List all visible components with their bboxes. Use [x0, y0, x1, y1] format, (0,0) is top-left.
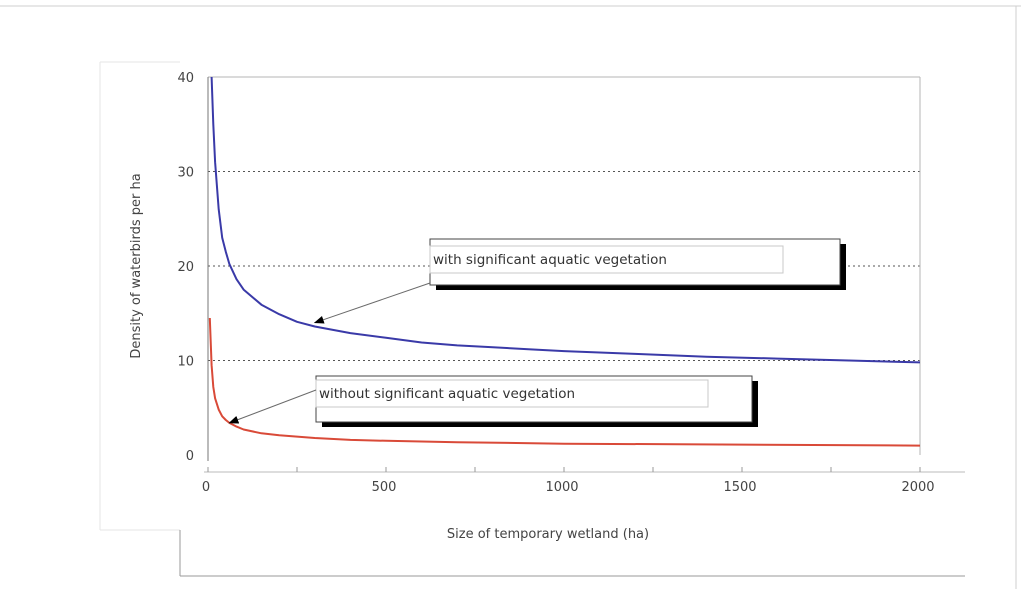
annotation-label: without significant aquatic vegetation — [319, 386, 575, 402]
y-axis-title: Density of waterbirds per ha — [129, 173, 144, 358]
series-line-with-vegetation — [210, 76, 921, 364]
y-tick-label: 40 — [177, 71, 194, 86]
x-tick-label: 1000 — [545, 480, 578, 495]
y-tick-label: 30 — [177, 166, 194, 181]
annotation-label: with significant aquatic vegetation — [433, 252, 667, 268]
axes — [204, 76, 965, 473]
annotation-arrow — [228, 389, 317, 424]
annotation-inner-box — [315, 379, 709, 408]
tick-labels: 0 10 20 30 40 0 500 1000 1500 2000 — [177, 71, 934, 495]
x-axis-title: Size of temporary wetland (ha) — [447, 527, 649, 542]
series-lines — [208, 76, 921, 447]
annotation-without-vegetation: without significant aquatic vegetation — [228, 375, 758, 427]
y-tick-label: 0 — [186, 449, 194, 464]
grid-lines — [208, 76, 920, 361]
x-tick-label: 1500 — [723, 480, 756, 495]
x-tick-label: 2000 — [901, 480, 934, 495]
x-tick-label: 500 — [372, 480, 397, 495]
annotation-arrow — [313, 282, 431, 324]
y-tick-label: 10 — [177, 355, 194, 370]
x-tick-label: 0 — [202, 480, 210, 495]
annotation-with-vegetation: with significant aquatic vegetation — [313, 238, 846, 324]
annotation-inner-box — [429, 245, 784, 274]
series-line-without-vegetation — [208, 317, 921, 447]
y-tick-label: 20 — [177, 260, 194, 275]
